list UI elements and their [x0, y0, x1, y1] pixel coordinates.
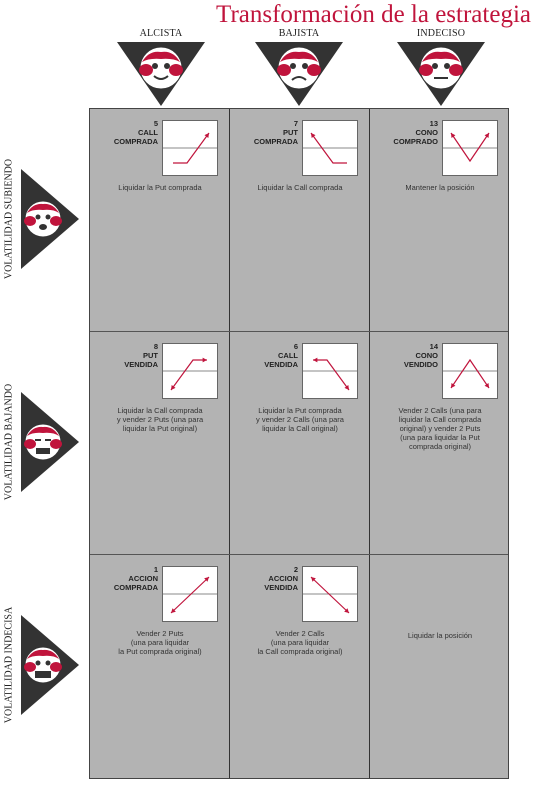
strategy-number: 1: [153, 565, 158, 574]
strategy-description: Liquidar la Call comprada y vender 2 Put…: [116, 406, 204, 433]
strategy-description: Liquidar la Put comprada: [118, 183, 202, 192]
payoff-diagram: [163, 576, 217, 614]
payoff-line: [310, 576, 350, 614]
payoff-line: [173, 132, 210, 164]
payoff-line: [170, 359, 207, 391]
strategy-number: 2: [293, 565, 298, 574]
row-label: VOLATILIDAD INDECISA: [3, 606, 15, 724]
payoff-line: [450, 132, 490, 163]
arrow-head-start: [171, 385, 176, 390]
strategy-name: PUT VENDIDA: [124, 351, 158, 369]
arrow-head-start: [171, 608, 176, 613]
bullish-face-icon: [117, 42, 205, 106]
strategy-cell-long-stock: 1 ACCION COMPRADA Vender 2 Puts (una par…: [90, 555, 230, 778]
arrow-head-start: [451, 383, 456, 388]
strategy-name: CALL VENDIDA: [264, 351, 298, 369]
arrow-head-end: [484, 133, 489, 138]
strategy-number: 8: [153, 342, 158, 351]
arrow-head-end: [344, 608, 349, 613]
strategy-number: 7: [293, 119, 298, 128]
strategy-grid: 5 CALL COMPRADA Liquidar la Put comprada…: [89, 108, 509, 779]
strategy-cell-close-position: Liquidar la posición: [370, 555, 510, 778]
falling-volatility-face-icon: [21, 392, 79, 492]
payoff-diagram: [303, 132, 357, 164]
strategy-name: PUT COMPRADA: [253, 128, 298, 146]
strategy-cell-long-straddle: 13 CONO COMPRADO Mantener la posición: [370, 109, 510, 332]
strategy-number: 13: [429, 119, 438, 128]
strategy-cell-short-put: 8 PUT VENDIDA Liquidar la Call comprada …: [90, 332, 230, 555]
payoff-diagram: [163, 357, 217, 391]
strategy-number: 5: [153, 119, 158, 128]
strategy-cell-long-call: 5 CALL COMPRADA Liquidar la Put comprada: [90, 109, 230, 332]
arrow-head-end: [202, 357, 207, 363]
strategy-name: CONO VENDIDO: [403, 351, 438, 369]
payoff-diagram: [303, 357, 357, 391]
strategy-cell-short-stock: 2 ACCION VENDIDA Vender 2 Calls (una par…: [230, 555, 370, 778]
bearish-face-icon: [255, 42, 343, 106]
column-label: INDECISO: [416, 28, 466, 39]
strategy-name: CONO COMPRADO: [393, 128, 438, 146]
arrow-head-start: [313, 357, 318, 363]
payoff-chart: [162, 120, 218, 176]
payoff-line: [170, 576, 210, 614]
arrow-head-start: [311, 577, 316, 582]
strategy-description: Liquidar la Call comprada: [257, 183, 343, 192]
payoff-chart: [162, 343, 218, 399]
payoff-diagram: [443, 358, 497, 389]
row-header-rising: VOLATILIDAD SUBIENDO: [0, 108, 82, 330]
row-header-falling: VOLATILIDAD BAJANDO: [0, 331, 82, 553]
payoff-line: [450, 358, 490, 389]
rising-volatility-face-icon: [21, 169, 79, 269]
column-header-bullish: ALCISTA: [106, 28, 216, 108]
payoff-line: [310, 132, 347, 164]
page-title: Transformación de la estrategia: [216, 1, 531, 28]
strategy-name: ACCION COMPRADA: [113, 574, 158, 592]
strategy-name: ACCION VENDIDA: [264, 574, 298, 592]
payoff-chart: [302, 566, 358, 622]
strategy-name: CALL COMPRADA: [113, 128, 158, 146]
arrow-head-start: [451, 133, 456, 138]
undecided-face-icon: [397, 42, 485, 106]
row-label: VOLATILIDAD BAJANDO: [3, 383, 15, 501]
strategy-number: 6: [293, 342, 298, 351]
row-header-undecided: VOLATILIDAD INDECISA: [0, 554, 82, 776]
payoff-diagram: [163, 132, 217, 164]
row-label: VOLATILIDAD SUBIENDO: [3, 158, 15, 280]
payoff-chart: [162, 566, 218, 622]
strategy-cell-short-straddle: 14 CONO VENDIDO Vender 2 Calls (una para…: [370, 332, 510, 555]
strategy-description: Liquidar la Put comprada y vender 2 Call…: [256, 406, 344, 433]
column-header-undecided: INDECISO: [386, 28, 496, 108]
column-header-bearish: BAJISTA: [244, 28, 354, 108]
arrow-head-end: [204, 577, 209, 582]
payoff-chart: [442, 343, 498, 399]
arrow-head-end: [344, 385, 349, 390]
payoff-chart: [302, 120, 358, 176]
strategy-description: Vender 2 Calls (una para liquidar la Cal…: [257, 629, 343, 656]
strategy-description: Liquidar la posición: [407, 631, 473, 640]
arrow-head-end: [484, 383, 489, 388]
payoff-chart: [302, 343, 358, 399]
arrow-head-start: [311, 133, 316, 138]
strategy-description: Vender 2 Calls (una para liquidar la Cal…: [398, 406, 482, 451]
strategy-number: 14: [429, 342, 438, 351]
column-label: BAJISTA: [278, 28, 320, 39]
column-label: ALCISTA: [139, 28, 183, 39]
payoff-diagram: [303, 576, 357, 614]
strategy-cell-short-call: 6 CALL VENDIDA Liquidar la Put comprada …: [230, 332, 370, 555]
arrow-head-end: [204, 133, 209, 138]
payoff-diagram: [443, 132, 497, 163]
strategy-cell-long-put: 7 PUT COMPRADA Liquidar la Call comprada: [230, 109, 370, 332]
strategy-description: Mantener la posición: [405, 183, 475, 192]
undecided-volatility-face-icon: [21, 615, 79, 715]
payoff-line: [313, 359, 350, 391]
strategy-description: Vender 2 Puts (una para liquidar la Put …: [118, 629, 202, 656]
payoff-chart: [442, 120, 498, 176]
